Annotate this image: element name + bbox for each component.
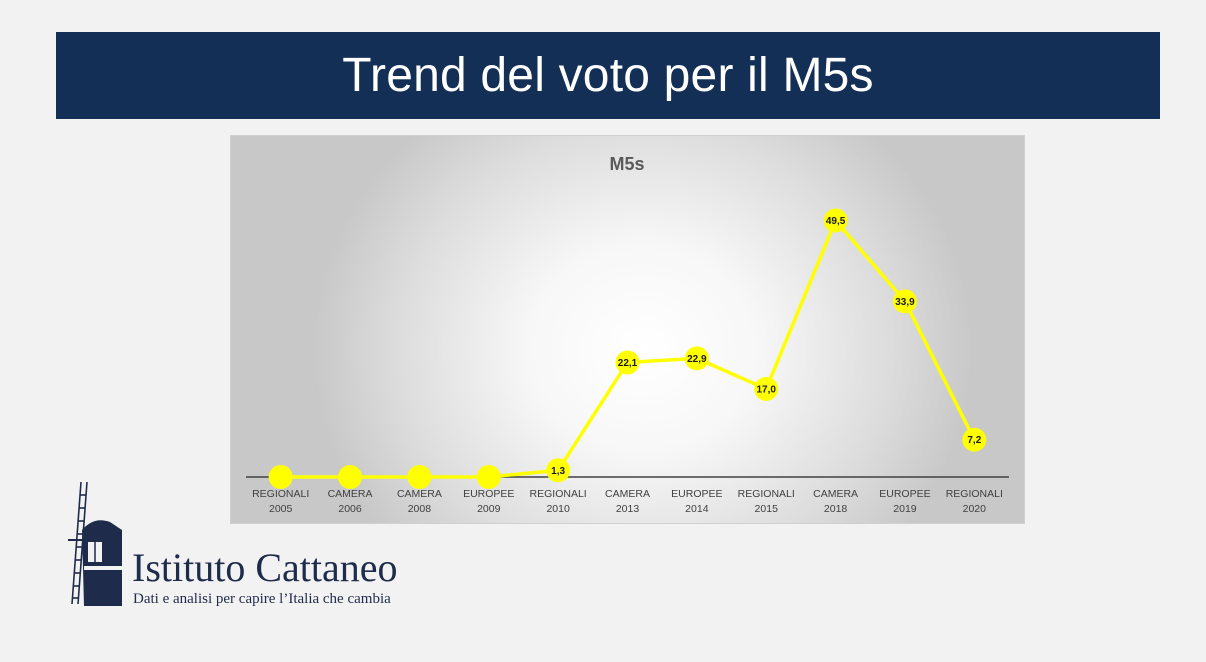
data-point-3: [476, 465, 501, 489]
data-point-6: [684, 346, 709, 371]
windmill-icon: [68, 481, 122, 606]
data-point-7: [754, 376, 779, 401]
x-tick-label-6-1: 2014: [685, 503, 709, 515]
logo-tagline: Dati e analisi per capire l’Italia che c…: [133, 591, 391, 607]
page-title: Trend del voto per il M5s: [342, 49, 874, 102]
x-tick-label-5-0: CAMERA: [605, 488, 650, 500]
x-tick-label-2-0: CAMERA: [397, 488, 442, 500]
data-label-9: 33,9: [895, 297, 915, 308]
x-tick-label-10-1: 2020: [963, 503, 987, 515]
data-point-0: [268, 465, 293, 489]
chart-area: M5s REGIONALI 2005 CAMERA 2006 CAMERA 2008 EUR…: [230, 135, 1025, 524]
data-label-5: 22,1: [618, 358, 638, 369]
x-tick-label-2-1: 2008: [408, 503, 432, 515]
x-tick-label-6-0: EUROPEE: [671, 488, 722, 500]
x-tick-labels: REGIONALI 2005 CAMERA 2006 CAMERA 2008 EUROPEE…: [252, 488, 1003, 515]
series-markers: [268, 208, 987, 489]
x-tick-label-9-1: 2019: [893, 503, 917, 515]
x-tick-label-10-0: REGIONALI: [946, 488, 1003, 500]
title-bar: Trend del voto per il M5s: [56, 32, 1160, 119]
x-tick-label-7-0: REGIONALI: [738, 488, 795, 500]
data-label-10: 7,2: [967, 435, 981, 446]
data-label-8: 49,5: [826, 216, 846, 227]
x-tick-label-8-0: CAMERA: [813, 488, 858, 500]
x-tick-label-5-1: 2013: [616, 503, 640, 515]
data-point-9: [892, 289, 917, 314]
chart-title: M5s: [609, 154, 644, 174]
x-tick-label-3-1: 2009: [477, 503, 501, 515]
x-tick-label-0-1: 2005: [269, 503, 293, 515]
x-tick-label-9-0: EUROPEE: [879, 488, 930, 500]
x-tick-label-0-0: REGIONALI: [252, 488, 309, 500]
data-point-5: [615, 350, 640, 375]
x-tick-label-1-1: 2006: [338, 503, 362, 515]
x-tick-label-1-0: CAMERA: [328, 488, 373, 500]
x-tick-label-3-0: EUROPEE: [463, 488, 514, 500]
data-point-2: [407, 465, 432, 489]
data-labels: 1,3 22,1 22,9 17,0 49,5 33,9 7,2: [551, 216, 982, 477]
data-point-10: [962, 427, 987, 452]
x-tick-label-8-1: 2018: [824, 503, 848, 515]
x-tick-label-4-1: 2010: [546, 503, 570, 515]
data-point-4: [546, 458, 571, 483]
logo-name: Istituto Cattaneo: [132, 545, 398, 590]
data-label-7: 17,0: [756, 384, 776, 395]
x-tick-label-7-1: 2015: [755, 503, 779, 515]
data-label-4: 1,3: [551, 466, 565, 477]
x-tick-label-4-0: REGIONALI: [530, 488, 587, 500]
line-chart: M5s REGIONALI 2005 CAMERA 2006 CAMERA 2008 EUR…: [246, 154, 1009, 515]
data-label-6: 22,9: [687, 354, 707, 365]
series-line-m5s: [280, 218, 976, 479]
data-point-1: [338, 465, 363, 489]
data-point-8: [823, 208, 848, 233]
logo: Istituto Cattaneo Dati e analisi per cap…: [54, 480, 454, 610]
